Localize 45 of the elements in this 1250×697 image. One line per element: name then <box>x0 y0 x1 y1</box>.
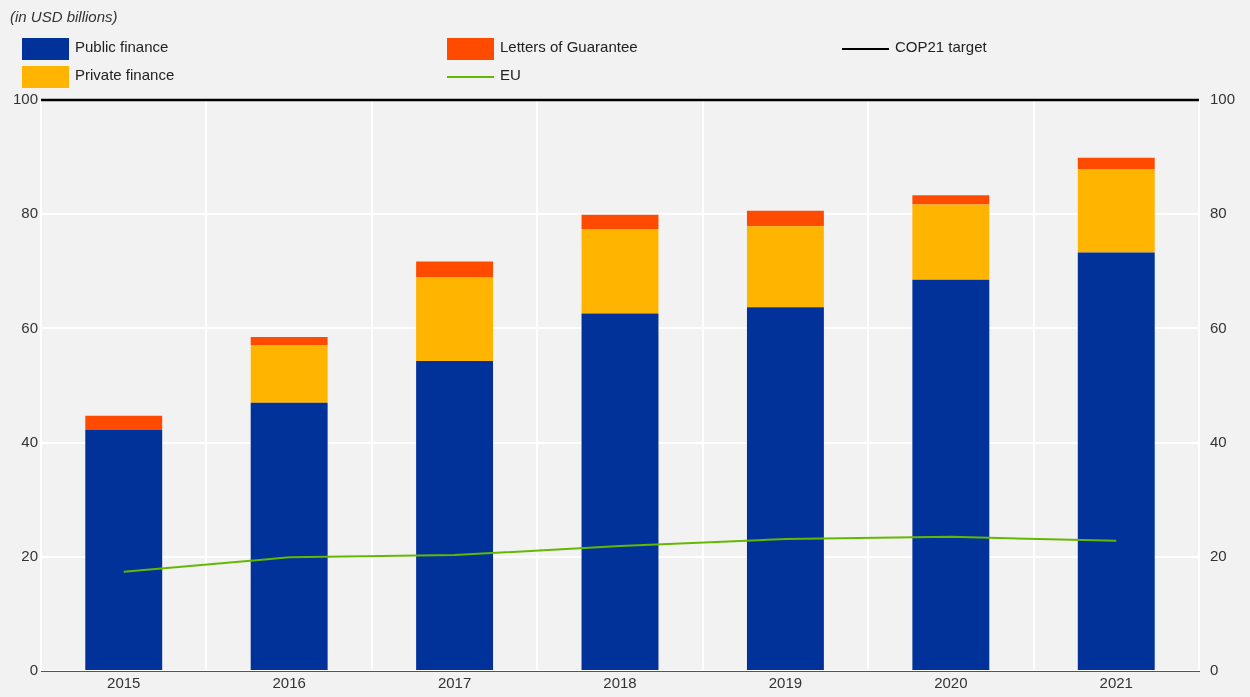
x-tick-label: 2016 <box>272 674 306 692</box>
y2-tick-label: 40 <box>1209 432 1227 450</box>
legend-label: COP21 target <box>895 38 987 55</box>
y-tick-label: 0 <box>29 661 39 679</box>
y2-tick-label: 60 <box>1209 318 1227 336</box>
bar <box>912 204 990 280</box>
y2-tick-label: 80 <box>1209 204 1227 222</box>
legend-label: Public finance <box>75 38 169 55</box>
bar <box>1077 169 1155 253</box>
bar <box>85 430 163 670</box>
y-tick-label: 80 <box>21 204 39 222</box>
x-tick-label: 2017 <box>437 674 472 692</box>
bar <box>1077 157 1155 170</box>
bar <box>1077 252 1155 670</box>
bar <box>581 313 659 670</box>
bar <box>416 360 494 670</box>
x-tick-label: 2021 <box>1099 674 1133 692</box>
x-tick-label: 2020 <box>934 674 968 692</box>
bar <box>912 279 990 670</box>
legend-label: EU <box>500 66 521 83</box>
bar <box>581 214 659 230</box>
x-tick-label: 2018 <box>603 674 637 692</box>
y2-tick-label: 0 <box>1209 661 1219 679</box>
x-tick-label: 2015 <box>107 674 141 692</box>
bar <box>912 195 990 205</box>
y-tick-label: 20 <box>21 546 39 564</box>
bar <box>250 336 328 345</box>
bar <box>85 415 163 431</box>
bar <box>416 277 494 361</box>
bar <box>746 226 824 308</box>
y2-tick-label: 20 <box>1209 546 1227 564</box>
bar <box>746 307 824 670</box>
legend-label: Private finance <box>75 66 175 83</box>
legend-label: Letters of Guarantee <box>500 38 638 55</box>
y-tick-label: 40 <box>21 432 39 450</box>
y-tick-label: 60 <box>21 318 39 336</box>
bar <box>250 402 328 670</box>
y-tick-label: 100 <box>13 90 39 108</box>
y2-tick-label: 100 <box>1209 90 1235 108</box>
bar <box>250 344 328 403</box>
bar <box>581 229 659 314</box>
bar <box>416 261 494 278</box>
bar <box>746 210 824 227</box>
chart-subtitle: (in USD billions) <box>10 8 118 25</box>
x-tick-label: 2019 <box>768 674 803 692</box>
